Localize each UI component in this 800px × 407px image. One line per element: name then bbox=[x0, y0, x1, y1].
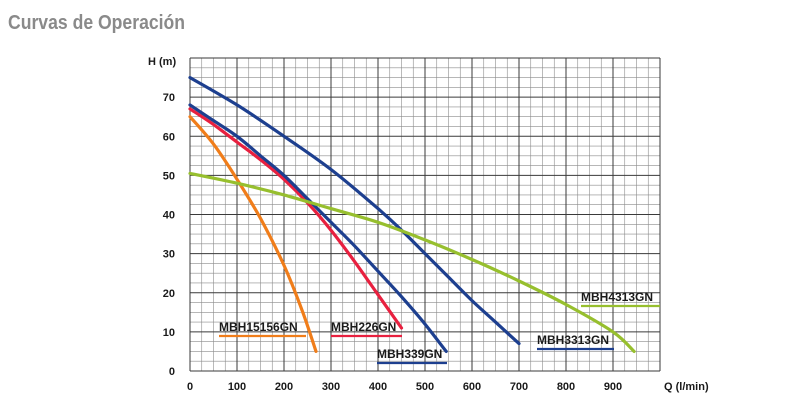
series-label-mbh339gn: MBH339GN bbox=[377, 347, 442, 361]
series-labels: MBH15156GN MBH226GN MBH339GN MBH3313GN MBH43… bbox=[219, 290, 660, 365]
y-tick-label: 40 bbox=[163, 210, 175, 222]
x-axis-label: Q (l/min) bbox=[664, 381, 709, 393]
series-line-mbh15156gn bbox=[188, 115, 318, 353]
y-tick-label: 20 bbox=[163, 288, 175, 300]
series-line-mbh4313gn bbox=[188, 171, 636, 353]
x-tick-label: 700 bbox=[510, 381, 528, 393]
x-tick-label: 300 bbox=[322, 381, 340, 393]
series-label-mbh3313gn: MBH3313GN bbox=[537, 333, 609, 347]
series-line-mbh226gn bbox=[188, 107, 404, 330]
y-axis-ticks: 0 10 20 30 40 50 60 70 bbox=[163, 92, 175, 378]
y-tick-label: 10 bbox=[163, 327, 175, 339]
x-tick-label: 500 bbox=[416, 381, 434, 393]
page-title: Curvas de Operación bbox=[8, 12, 186, 34]
x-axis-ticks: 0 100 200 300 400 500 600 700 800 900 bbox=[187, 381, 622, 393]
y-axis-label: H (m) bbox=[148, 56, 176, 68]
series-layer bbox=[188, 76, 636, 353]
series-label-mbh4313gn: MBH4313GN bbox=[581, 290, 653, 304]
y-tick-label: 70 bbox=[163, 92, 175, 104]
y-tick-label: 50 bbox=[163, 170, 175, 182]
y-tick-label: 60 bbox=[163, 131, 175, 143]
x-tick-label: 200 bbox=[275, 381, 293, 393]
x-tick-label: 400 bbox=[369, 381, 387, 393]
series-label-mbh226gn: MBH226GN bbox=[331, 320, 396, 334]
series-line-mbh339gn bbox=[188, 103, 448, 353]
y-tick-label: 30 bbox=[163, 249, 175, 261]
x-tick-label: 900 bbox=[604, 381, 622, 393]
x-tick-label: 800 bbox=[557, 381, 575, 393]
x-tick-label: 100 bbox=[228, 381, 246, 393]
x-tick-label: 600 bbox=[463, 381, 481, 393]
x-tick-label: 0 bbox=[187, 381, 193, 393]
y-tick-label: 0 bbox=[169, 366, 175, 378]
series-label-mbh15156gn: MBH15156GN bbox=[219, 320, 298, 334]
